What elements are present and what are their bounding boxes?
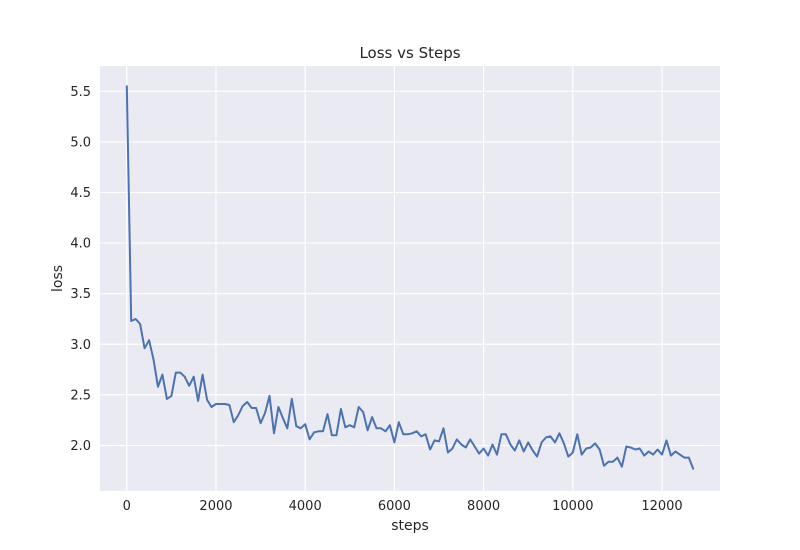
chart-title: Loss vs Steps <box>359 44 460 62</box>
y-tick-label: 5.0 <box>70 135 91 150</box>
y-tick-label: 4.0 <box>70 237 91 252</box>
grid <box>100 66 720 491</box>
y-tick-label: 2.5 <box>70 388 91 403</box>
y-axis-label: loss <box>50 265 66 292</box>
x-tick-label: 4000 <box>289 499 322 514</box>
x-tick-label: 8000 <box>467 499 500 514</box>
y-tick-label: 2.0 <box>70 439 91 454</box>
x-tick-label: 12000 <box>641 499 682 514</box>
y-tick-label: 3.5 <box>70 287 91 302</box>
plot-background <box>100 66 720 491</box>
x-axis-label: steps <box>391 518 429 534</box>
y-tick-label: 3.0 <box>70 338 91 353</box>
y-tick-label: 4.5 <box>70 186 91 201</box>
line-layer <box>125 85 695 470</box>
y-tick-labels: 2.0 2.5 3.0 3.5 4.0 4.5 5.0 5.5 <box>70 85 91 454</box>
series-line <box>125 85 695 470</box>
y-tick-label: 5.5 <box>70 85 91 100</box>
x-tick-label: 6000 <box>378 499 411 514</box>
x-tick-label: 10000 <box>552 499 593 514</box>
x-tick-label: 2000 <box>199 499 232 514</box>
x-tick-labels: 0 2000 4000 6000 8000 10000 12000 <box>123 499 683 514</box>
x-tick-label: 0 <box>123 499 131 514</box>
